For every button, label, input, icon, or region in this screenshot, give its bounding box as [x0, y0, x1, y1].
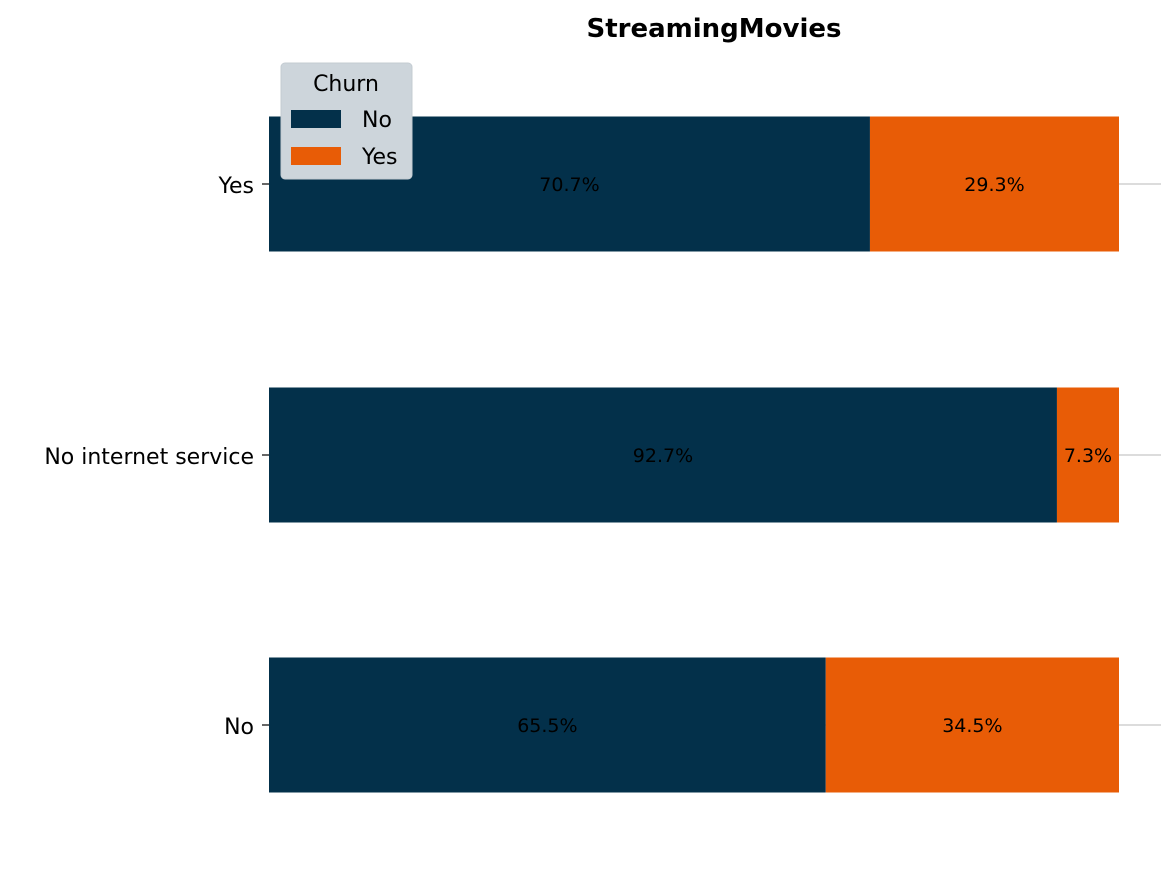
data-label: 65.5%: [517, 715, 577, 737]
legend-swatch: [291, 110, 341, 128]
bar-segment-no: [269, 387, 1057, 523]
bar-segment-yes: [1056, 387, 1119, 523]
bar-segment-no: [269, 657, 826, 793]
data-label: 34.5%: [942, 715, 1002, 737]
bar-segment-yes: [825, 657, 1119, 793]
data-labels: 70.7% 29.3% 92.7% 7.3% 65.5% 34.5%: [517, 174, 1112, 737]
chart-title: StreamingMovies: [587, 14, 842, 44]
y-tick-label: Yes: [217, 174, 254, 199]
bars: [269, 116, 1119, 793]
y-axis-ticks: Yes No internet service No: [44, 174, 269, 740]
legend-entry-label: Yes: [361, 145, 398, 170]
data-label: 70.7%: [539, 174, 599, 196]
y-tick-label: No internet service: [44, 445, 254, 470]
data-label: 92.7%: [633, 445, 693, 467]
bar-segment-yes: [869, 116, 1119, 252]
y-tick-label: No: [224, 715, 254, 740]
data-label: 29.3%: [964, 174, 1024, 196]
legend: Churn No Yes: [280, 62, 413, 180]
data-label: 7.3%: [1064, 445, 1112, 467]
legend-swatch: [291, 147, 341, 165]
legend-entry-label: No: [362, 108, 392, 133]
legend-title: Churn: [313, 72, 379, 97]
